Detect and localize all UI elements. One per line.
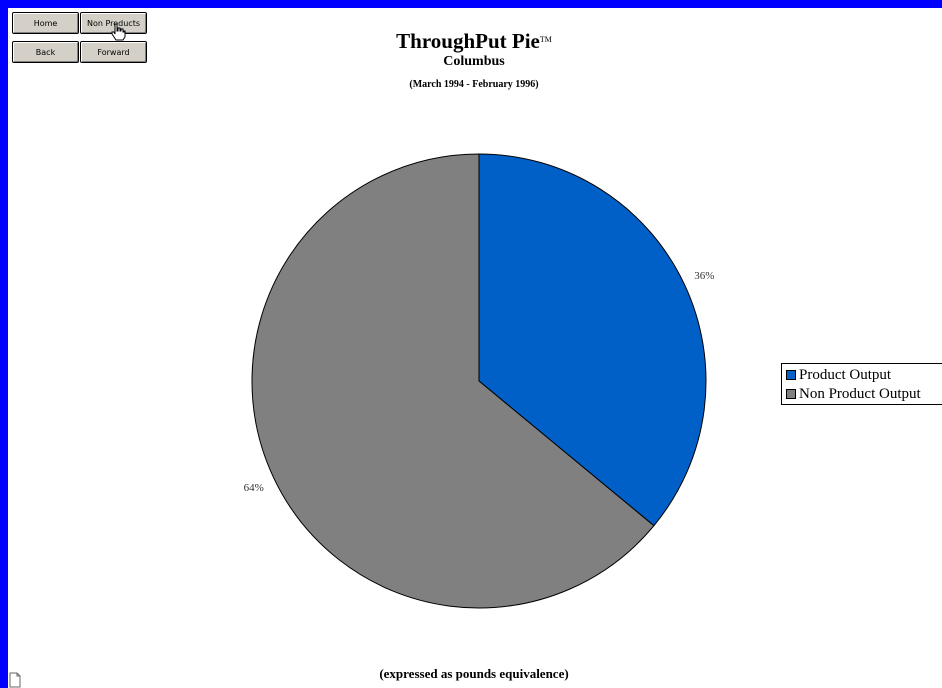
forward-button[interactable]: Forward (80, 41, 147, 63)
content-frame: Home Non Products Back Forward ThroughPu… (8, 8, 942, 688)
pie-slice-product-output (478, 153, 707, 527)
pie-label-non-product-output: 64% (244, 482, 264, 494)
chart-date-range: (March 1994 - February 1996) (409, 79, 539, 90)
legend-item-non-product-output: Non Product Output (786, 385, 921, 403)
home-button[interactable]: Home (12, 12, 79, 34)
chart-title: ThroughPut PieTM (396, 29, 552, 53)
chart-subtitle: Columbus (443, 54, 505, 69)
legend-label-non-product-output: Non Product Output (799, 385, 921, 402)
legend-label-product-output: Product Output (799, 366, 892, 383)
legend-item-product-output: Product Output (786, 366, 891, 384)
chart-legend: Product Output Non Product Output (781, 363, 942, 405)
legend-swatch-product-output (786, 370, 796, 380)
back-button[interactable]: Back (12, 41, 79, 63)
pie-chart: 36% 64% (244, 153, 714, 609)
hand-cursor-icon (111, 23, 126, 41)
legend-swatch-non-product-output (786, 389, 796, 399)
pie-slice-non-product-output (251, 153, 655, 609)
chart-footnote: (expressed as pounds equivalence) (379, 666, 569, 681)
trademark-mark: TM (539, 35, 552, 44)
pie-label-product-output: 36% (694, 270, 714, 282)
document-icon (9, 672, 21, 688)
